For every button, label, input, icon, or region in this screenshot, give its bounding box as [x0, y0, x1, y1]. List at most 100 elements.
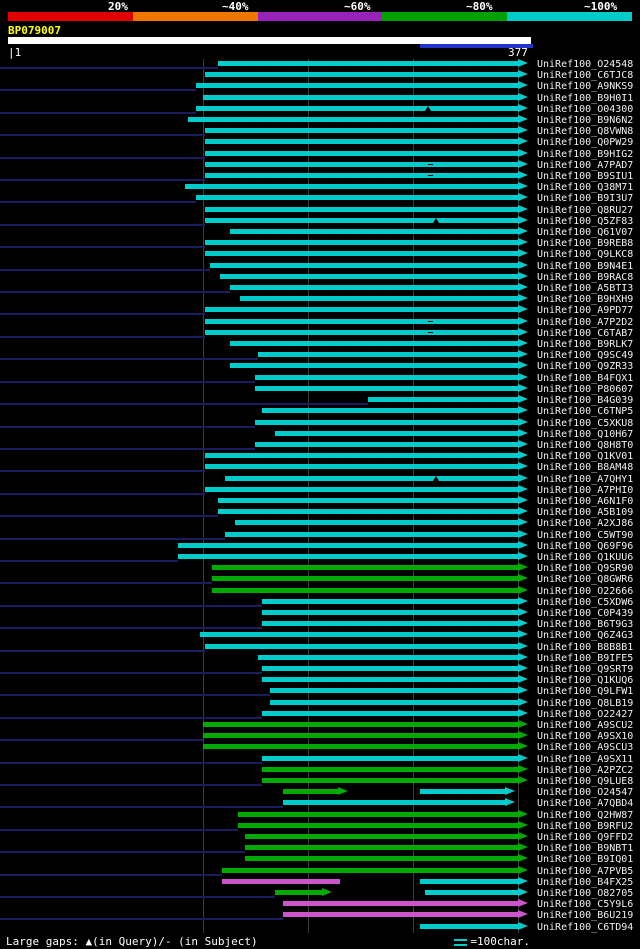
hit-label[interactable]: UniRef100_A9PD77 — [537, 305, 634, 317]
hit-label[interactable]: UniRef100_B6T9G3 — [537, 619, 634, 631]
hit-label[interactable]: UniRef100_C5Y9L6 — [537, 899, 634, 911]
hit-bar[interactable] — [258, 654, 518, 660]
hit-label[interactable]: UniRef100_B6U219 — [537, 910, 634, 922]
hit-label[interactable]: UniRef100_C0P439 — [537, 607, 634, 619]
hit-bar[interactable] — [185, 184, 518, 190]
hit-label[interactable]: UniRef100_A7P2D2 — [537, 316, 634, 328]
hit-bar[interactable] — [420, 789, 505, 795]
hit-bar[interactable] — [196, 83, 518, 89]
hit-bar[interactable] — [218, 61, 518, 66]
hit-label[interactable]: UniRef100_B9HXH9 — [537, 294, 634, 306]
hit-label[interactable]: UniRef100_A9SCU3 — [537, 742, 634, 754]
hit-bar[interactable] — [212, 587, 518, 593]
hit-bar[interactable] — [230, 229, 518, 235]
hit-bar[interactable] — [230, 363, 518, 369]
hit-label[interactable]: UniRef100_B9HIG2 — [537, 148, 634, 160]
hit-bar[interactable] — [205, 240, 518, 246]
hit-label[interactable]: UniRef100_C5XDW6 — [537, 596, 634, 608]
hit-bar[interactable] — [283, 901, 518, 907]
hit-label[interactable]: UniRef100_A7PHI0 — [537, 484, 634, 496]
hit-label[interactable]: UniRef100_O22666 — [537, 585, 634, 597]
hit-label[interactable]: UniRef100_C5XKU8 — [537, 417, 634, 429]
hit-bar[interactable] — [205, 139, 518, 145]
hit-bar[interactable] — [205, 307, 518, 313]
hit-label[interactable]: UniRef100_B9N6N2 — [537, 115, 634, 127]
hit-label[interactable]: UniRef100_B9SIU1 — [537, 171, 634, 183]
hit-bar[interactable] — [262, 755, 518, 761]
hit-label[interactable]: UniRef100_Q61V07 — [537, 227, 634, 239]
hit-bar[interactable] — [205, 217, 518, 223]
hit-bar[interactable] — [188, 117, 518, 123]
hit-label[interactable]: UniRef100_C6TNP5 — [537, 406, 634, 418]
hit-bar[interactable] — [255, 385, 518, 391]
hit-bar[interactable] — [258, 352, 518, 358]
hit-label[interactable]: UniRef100_A2XJ86 — [537, 518, 634, 530]
hit-bar[interactable] — [245, 845, 518, 851]
hit-label[interactable]: UniRef100_B9I3U7 — [537, 193, 634, 205]
hit-label[interactable]: UniRef100_B4FQX1 — [537, 372, 634, 384]
hit-label[interactable]: UniRef100_P80607 — [537, 383, 634, 395]
hit-bar[interactable] — [205, 453, 518, 459]
hit-label[interactable]: UniRef100_Q8H8T0 — [537, 439, 634, 451]
hit-label[interactable]: UniRef100_B8AM48 — [537, 462, 634, 474]
hit-bar[interactable] — [203, 94, 518, 100]
hit-label[interactable]: UniRef100_B9N4E1 — [537, 260, 634, 272]
hit-bar[interactable] — [238, 822, 518, 828]
hit-label[interactable]: UniRef100_A2PZC2 — [537, 764, 634, 776]
hit-bar[interactable] — [225, 475, 518, 481]
hit-label[interactable]: UniRef100_Q2HW87 — [537, 809, 634, 821]
hit-label[interactable]: UniRef100_O22427 — [537, 708, 634, 720]
hit-bar[interactable] — [205, 206, 518, 212]
hit-bar[interactable] — [255, 374, 518, 380]
hit-label[interactable]: UniRef100_Q69F96 — [537, 540, 634, 552]
hit-label[interactable]: UniRef100_Q1KUQ6 — [537, 675, 634, 687]
hit-label[interactable]: UniRef100_A9SX11 — [537, 753, 634, 765]
hit-bar[interactable] — [205, 161, 518, 167]
hit-label[interactable]: UniRef100_A9SCU2 — [537, 719, 634, 731]
hit-label[interactable]: UniRef100_A7QHY1 — [537, 473, 634, 485]
hit-label[interactable]: UniRef100_B8B8B1 — [537, 641, 634, 653]
hit-bar[interactable] — [205, 318, 518, 324]
hit-bar[interactable] — [238, 811, 518, 817]
hit-bar[interactable] — [230, 285, 518, 291]
hit-bar[interactable] — [262, 677, 518, 683]
hit-label[interactable]: UniRef100_B4FX25 — [537, 876, 634, 888]
hit-bar[interactable] — [245, 834, 518, 840]
hit-label[interactable]: UniRef100_Q6Z4G3 — [537, 630, 634, 642]
hit-bar[interactable] — [283, 912, 518, 918]
hit-label[interactable]: UniRef100_Q9FFD2 — [537, 832, 634, 844]
hit-bar[interactable] — [368, 397, 518, 403]
hit-bar[interactable] — [205, 128, 518, 134]
hit-label[interactable]: UniRef100_A5B109 — [537, 507, 634, 519]
hit-bar[interactable] — [205, 464, 518, 470]
hit-bar[interactable] — [245, 856, 518, 862]
hit-bar[interactable] — [178, 542, 518, 548]
hit-label[interactable]: UniRef100_Q9SRT9 — [537, 663, 634, 675]
hit-bar[interactable] — [205, 173, 518, 179]
hit-bar[interactable] — [262, 710, 518, 716]
hit-label[interactable]: UniRef100_Q0PW29 — [537, 137, 634, 149]
hit-bar[interactable] — [212, 576, 518, 582]
hit-bar[interactable] — [218, 509, 518, 515]
hit-label[interactable]: UniRef100_B9RLK7 — [537, 339, 634, 351]
hit-bar[interactable] — [205, 150, 518, 156]
hit-bar[interactable] — [255, 441, 518, 447]
hit-label[interactable]: UniRef100_Q8LB19 — [537, 697, 634, 709]
hit-bar[interactable] — [262, 621, 518, 627]
hit-bar[interactable] — [225, 531, 518, 537]
hit-label[interactable]: UniRef100_B9RAC8 — [537, 271, 634, 283]
hit-label[interactable]: UniRef100_A9SX10 — [537, 731, 634, 743]
hit-bar[interactable] — [205, 72, 518, 78]
hit-label[interactable]: UniRef100_O04300 — [537, 103, 634, 115]
hit-bar[interactable] — [420, 923, 518, 929]
hit-bar[interactable] — [222, 878, 340, 884]
hit-bar[interactable] — [420, 878, 518, 884]
hit-bar[interactable] — [222, 867, 518, 873]
hit-bar[interactable] — [203, 744, 518, 750]
hit-bar[interactable] — [240, 296, 518, 302]
hit-bar[interactable] — [203, 721, 518, 727]
hit-label[interactable]: UniRef100_O24548 — [537, 59, 634, 70]
hit-bar[interactable] — [425, 890, 518, 896]
hit-label[interactable]: UniRef100_B9NBT1 — [537, 843, 634, 855]
hit-label[interactable]: UniRef100_B9REB8 — [537, 238, 634, 250]
